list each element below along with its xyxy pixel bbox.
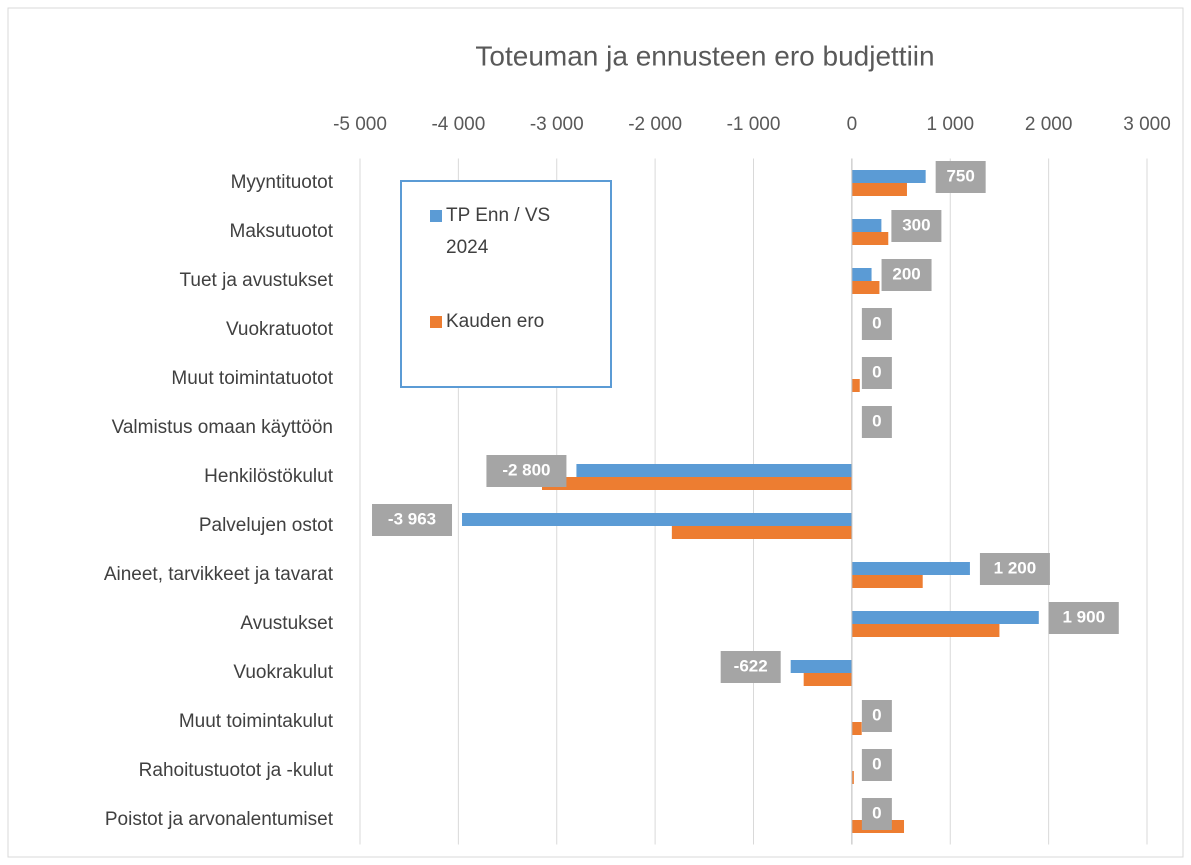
y-tick-label: Myyntituotot (231, 172, 334, 193)
bar (851, 183, 907, 196)
bar (851, 722, 862, 735)
x-tick-label: 0 (847, 114, 858, 135)
x-tick-label: 1 000 (926, 114, 974, 135)
bar (790, 660, 852, 673)
y-tick-label: Poistot ja arvonalentumiset (105, 809, 334, 830)
data-label-box (861, 798, 892, 830)
x-tick-label: -1 000 (727, 114, 781, 135)
data-label: 0 (872, 362, 881, 381)
x-tick-label: -2 000 (628, 114, 682, 135)
data-label-box (861, 308, 892, 340)
bar (851, 379, 860, 392)
data-label-box (935, 161, 986, 193)
bar (851, 624, 1000, 637)
bar (851, 575, 923, 588)
data-label-box (1048, 602, 1119, 634)
y-tick-label: Rahoitustuotot ja -kulut (139, 760, 334, 781)
bar (851, 771, 854, 784)
y-tick-label: Aineet, tarvikkeet ja tavarat (104, 564, 334, 585)
bar (851, 281, 880, 294)
data-label-box (891, 210, 942, 242)
bar (851, 611, 1039, 624)
legend-entry: Kauden ero (430, 306, 590, 338)
legend: TP Enn / VS 2024 Kauden ero (400, 180, 612, 388)
data-label: 0 (872, 803, 881, 822)
data-label: 0 (872, 705, 881, 724)
chart-border (7, 7, 1184, 858)
data-label: 750 (946, 166, 974, 185)
bar (462, 513, 852, 526)
y-tick-label: Muut toimintatuotot (171, 368, 333, 389)
data-label: -2 800 (502, 460, 550, 479)
data-label: 300 (902, 215, 930, 234)
data-label: 0 (872, 754, 881, 773)
x-tick-label: -5 000 (333, 114, 387, 135)
data-label-box (372, 504, 453, 536)
y-tick-label: Henkilöstökulut (204, 466, 334, 487)
y-tick-label: Valmistus omaan käyttöön (112, 417, 333, 438)
x-tick-label: 3 000 (1123, 114, 1171, 135)
legend-label: TP Enn / VS 2024 (446, 205, 551, 258)
x-tick-label: -4 000 (431, 114, 485, 135)
bar (851, 268, 872, 281)
y-tick-label: Muut toimintakulut (179, 711, 334, 732)
data-label: 0 (872, 411, 881, 430)
data-label: 1 200 (994, 558, 1037, 577)
bar (803, 673, 852, 686)
data-label-box (861, 700, 892, 732)
y-tick-label: Vuokratuotot (226, 319, 334, 340)
chart-title: Toteuman ja ennusteen ero budjettiin (475, 40, 934, 71)
legend-swatch (430, 210, 442, 222)
data-label-box (720, 651, 781, 683)
y-tick-label: Vuokrakulut (233, 662, 333, 683)
bar (541, 477, 852, 490)
data-label-box (979, 553, 1050, 585)
data-label: -3 963 (388, 509, 436, 528)
bar (851, 562, 970, 575)
bar (851, 232, 889, 245)
data-label-box (486, 455, 567, 487)
y-tick-label: Maksutuotot (230, 221, 334, 242)
bar (851, 219, 882, 232)
y-tick-label: Tuet ja avustukset (180, 270, 334, 291)
data-label: 0 (872, 313, 881, 332)
legend-entry: TP Enn / VS 2024 (430, 200, 590, 264)
data-label-box (861, 749, 892, 781)
x-tick-label: -3 000 (530, 114, 584, 135)
bar (851, 170, 926, 183)
data-label: -622 (734, 656, 768, 675)
legend-swatch (430, 316, 442, 328)
y-tick-label: Palvelujen ostot (199, 515, 334, 536)
data-label: 1 900 (1063, 607, 1106, 626)
data-label-box (861, 357, 892, 389)
data-label-box (881, 259, 932, 291)
legend-label: Kauden ero (446, 311, 545, 332)
data-label: 200 (892, 264, 920, 283)
data-label-box (861, 406, 892, 438)
bar (576, 464, 852, 477)
y-tick-label: Avustukset (240, 613, 333, 634)
bar (671, 526, 852, 539)
x-tick-label: 2 000 (1025, 114, 1073, 135)
